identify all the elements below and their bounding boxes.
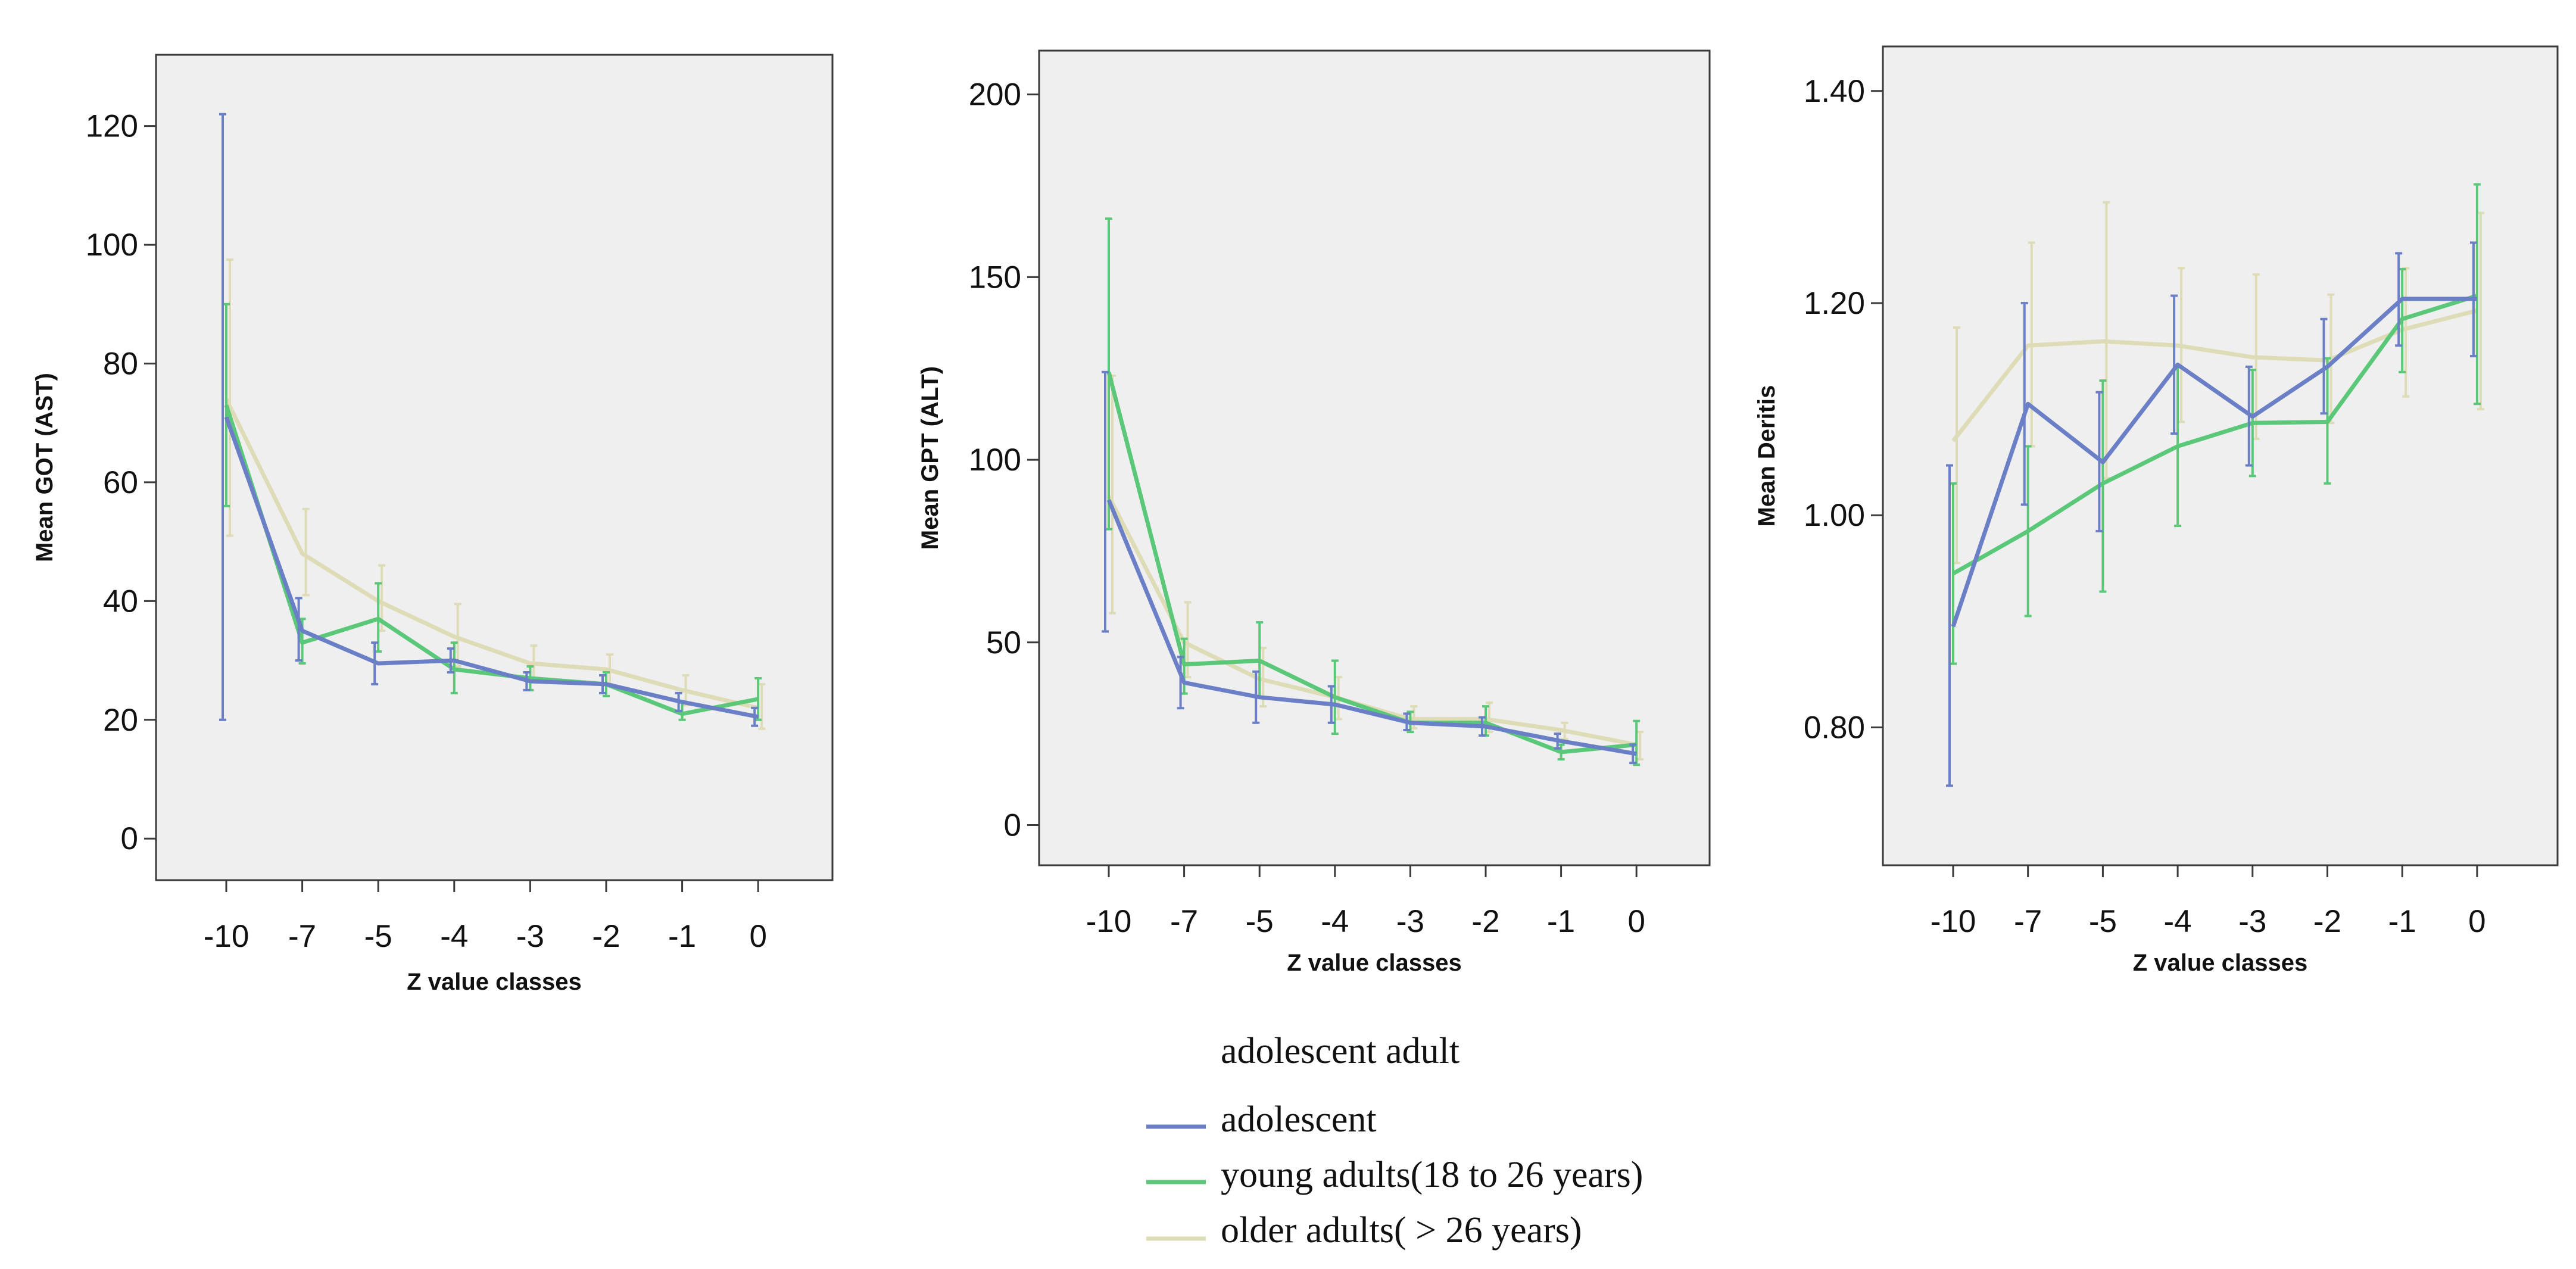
x-tick-label: -4	[440, 919, 468, 954]
y-axis-title: Mean GOT (AST)	[32, 373, 58, 562]
x-tick-label: -10	[1086, 904, 1132, 939]
x-tick-label: -4	[2164, 904, 2192, 939]
x-tick-label: -10	[204, 919, 250, 954]
x-tick-label: -2	[2313, 904, 2341, 939]
y-tick-label: 20	[103, 703, 138, 738]
series-line	[1951, 297, 2477, 628]
series-line	[1106, 499, 1637, 756]
series-adolescent	[1102, 370, 1637, 765]
y-tick-label: 100	[969, 442, 1021, 478]
x-tick-label: -1	[2388, 904, 2416, 939]
y-tick-label: 1.00	[1804, 498, 1865, 533]
x-tick-label: -2	[1471, 904, 1499, 939]
y-tick-label: 60	[103, 465, 138, 500]
legend-title: adolescent adult	[1221, 1031, 1459, 1071]
x-tick-label: -3	[2238, 904, 2266, 939]
plot-area	[155, 54, 834, 881]
x-tick-label: -1	[668, 919, 696, 954]
series-young-adults-18-to-26-years	[1105, 217, 1641, 766]
series-adolescent	[219, 113, 759, 727]
x-axis-title: Z value classes	[407, 969, 582, 995]
x-tick-label: -1	[1547, 904, 1575, 939]
x-axis-title: Z value classes	[1287, 950, 1462, 976]
y-tick-label: 50	[986, 625, 1021, 660]
x-tick-label: -2	[592, 919, 620, 954]
x-tick-label: -7	[1170, 904, 1198, 939]
x-tick-label: -3	[516, 919, 544, 954]
legend-item-older-adults: older adults( > 26 years)	[1146, 1210, 1582, 1251]
y-tick-label: 150	[969, 260, 1021, 295]
series-line	[224, 416, 759, 719]
x-tick-label: -7	[288, 919, 316, 954]
series-line	[224, 404, 759, 716]
y-tick-label: 200	[969, 77, 1021, 113]
series-line	[1106, 371, 1637, 754]
x-tick-label: 0	[2468, 904, 2485, 939]
series-line	[224, 398, 759, 710]
x-tick-label: -5	[2089, 904, 2117, 939]
y-axis-title: Mean GPT (ALT)	[917, 366, 943, 550]
plot-area	[1882, 45, 2559, 866]
x-tick-label: 0	[749, 919, 766, 954]
x-tick-label: -5	[1246, 904, 1274, 939]
x-tick-label: -7	[2014, 904, 2042, 939]
x-tick-label: -5	[364, 919, 392, 954]
y-tick-label: 0	[121, 821, 138, 856]
series-adolescent	[1946, 241, 2477, 787]
y-tick-label: 0	[1004, 808, 1021, 843]
series-older-adults-26-years	[224, 258, 766, 730]
legend-item-young-adults: young adults(18 to 26 years)	[1146, 1155, 1643, 1195]
y-tick-label: 40	[103, 584, 138, 619]
y-tick-label: 1.40	[1804, 74, 1865, 109]
x-tick-label: 0	[1627, 904, 1645, 939]
legend-item-adolescent: adolescent	[1146, 1099, 1377, 1140]
y-tick-label: 120	[86, 109, 138, 144]
y-axis-title: Mean Deritis	[1754, 385, 1780, 527]
x-tick-label: -10	[1931, 904, 1976, 939]
plot-area	[1038, 49, 1711, 866]
x-tick-label: -4	[1321, 904, 1349, 939]
y-tick-label: 100	[86, 227, 138, 263]
x-axis-title: Z value classes	[2133, 950, 2308, 976]
legend-label-adolescent: adolescent	[1221, 1099, 1377, 1140]
chart-panel-3: 0.801.001.201.40-10 -7 -5 -4 -3 -2 -1 0Z value …	[1754, 45, 2559, 976]
y-tick-label: 0.80	[1804, 710, 1865, 745]
legend: adolescent adult adolescent young adults…	[1146, 1031, 1643, 1251]
series-line	[1952, 294, 2478, 576]
legend-label-older-adults: older adults( > 26 years)	[1221, 1210, 1582, 1251]
y-tick-label: 80	[103, 347, 138, 382]
legend-label-young-adults: young adults(18 to 26 years)	[1221, 1155, 1643, 1195]
y-tick-label: 1.20	[1804, 286, 1865, 321]
x-tick-label: -3	[1396, 904, 1424, 939]
series-young-adults-18-to-26-years	[1950, 183, 2481, 665]
